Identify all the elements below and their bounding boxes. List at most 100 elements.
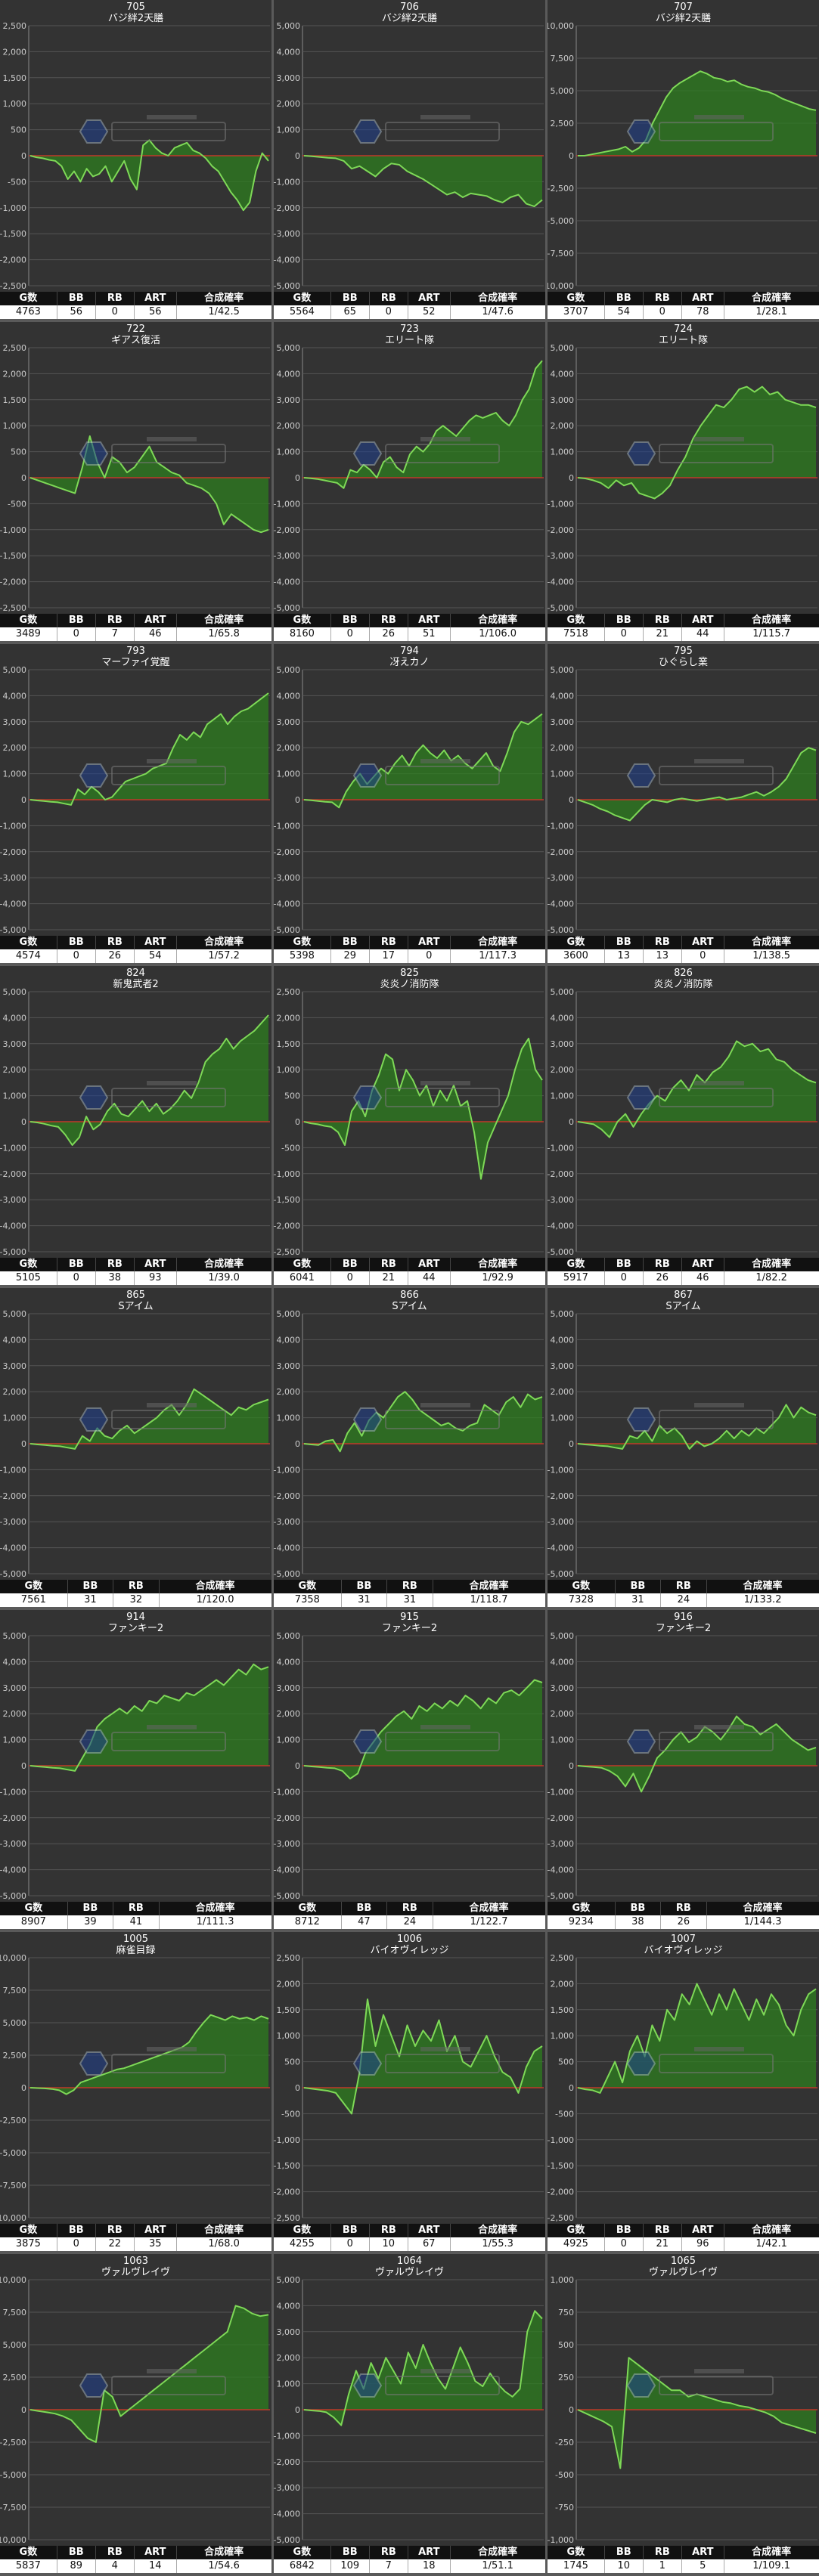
y-tick-label: 500 — [11, 125, 26, 135]
stats-header-art: ART — [408, 2224, 451, 2237]
watermark-text-shape — [659, 2054, 774, 2073]
watermark-small-text-shape — [420, 2369, 470, 2373]
watermark-text-shape — [659, 1410, 774, 1429]
stats-header-rb: RB — [386, 1902, 433, 1915]
watermark-small-text-shape — [694, 437, 744, 441]
watermark-hex-shape — [352, 2051, 383, 2076]
stats-header-g: G数 — [0, 1580, 68, 1593]
chart-subtitle: バジ絆2天膳 — [656, 12, 711, 24]
series-line — [303, 2310, 543, 2426]
stats-value-g: 3489 — [0, 627, 57, 641]
watermark-logo — [352, 1081, 500, 1110]
stats-value-rb: 31 — [386, 1593, 433, 1607]
stats-header-bb: BB — [57, 2546, 96, 2559]
y-tick-label: -2,000 — [274, 1813, 300, 1823]
watermark-hex-shape — [626, 2051, 656, 2076]
stats-table: G数 BB RB 合成確率 8907 39 41 1/111.3 — [0, 1902, 271, 1929]
chart-title: 706 — [400, 2, 419, 13]
stats-header-rb: RB — [660, 1902, 707, 1915]
stats-table: G数 BB RB ART 合成確率 7518 0 21 44 1/115.7 — [548, 614, 819, 641]
stats-value-rate: 1/133.2 — [706, 1593, 819, 1607]
watermark-small-text-shape — [694, 759, 744, 763]
stats-value-row: 4574 0 26 54 1/57.2 — [0, 949, 271, 963]
stats-table: G数 BB RB ART 合成確率 6041 0 21 44 1/92.9 — [274, 1258, 545, 1285]
stats-header-g: G数 — [548, 614, 605, 627]
stats-value-bb: 54 — [604, 305, 644, 319]
y-tick-label: -2,500 — [548, 2213, 574, 2222]
stats-value-rate: 1/120.0 — [159, 1593, 271, 1607]
y-tick-label: 2,500 — [551, 119, 575, 128]
y-tick-label: -3,000 — [548, 873, 574, 883]
stats-value-art: 0 — [681, 949, 724, 963]
series-area — [578, 71, 816, 156]
y-tick-label: 2,000 — [277, 99, 301, 109]
y-tick-label: 5,000 — [3, 2340, 27, 2350]
y-tick-label: -1,000 — [0, 525, 26, 535]
stats-value-rb: 7 — [95, 627, 135, 641]
y-tick-label: 500 — [11, 447, 26, 457]
stats-header-rate: 合成確率 — [450, 614, 545, 627]
stats-value-g: 9234 — [548, 1915, 616, 1929]
stats-table: G数 BB RB ART 合成確率 4925 0 21 96 1/42.1 — [548, 2224, 819, 2251]
y-tick-label: 3,000 — [277, 2327, 301, 2337]
chart-title: 722 — [126, 324, 145, 335]
stats-value-g: 3600 — [548, 949, 605, 963]
stats-header-g: G数 — [0, 936, 57, 949]
series-line — [577, 747, 817, 822]
y-tick-label: -1,000 — [0, 1787, 26, 1797]
y-tick-label: 0 — [569, 1439, 574, 1449]
chart-subtitle: Sアイム — [392, 1301, 427, 1312]
y-tick-label: 5,000 — [551, 86, 575, 96]
series-area — [30, 140, 268, 211]
y-tick-label: 0 — [21, 1117, 26, 1127]
stats-header-art: ART — [681, 614, 724, 627]
y-tick-label: 500 — [558, 2340, 574, 2350]
stats-value-rb: 13 — [643, 949, 682, 963]
y-tick-label: -1,000 — [0, 1143, 26, 1153]
stats-value-bb: 0 — [57, 627, 96, 641]
chart-subtitle: ひぐらし業 — [659, 656, 708, 668]
stats-value-rate: 1/118.7 — [433, 1593, 545, 1607]
stats-value-rate: 1/106.0 — [450, 627, 545, 641]
y-tick-label: 1,000 — [277, 125, 301, 135]
chart-title: 867 — [674, 1290, 693, 1301]
y-tick-label: -10,000 — [0, 2535, 26, 2544]
watermark-small-text-shape — [420, 1081, 470, 1085]
y-tick-label: -2,000 — [548, 1813, 574, 1823]
watermark-hex-shape — [626, 763, 656, 788]
stats-header-g: G数 — [548, 936, 605, 949]
stats-header-art: ART — [134, 1258, 177, 1271]
stats-value-row: 4925 0 21 96 1/42.1 — [548, 2237, 819, 2251]
stats-value-rate: 1/65.8 — [176, 627, 271, 641]
stats-header-row: G数 BB RB ART 合成確率 — [274, 936, 545, 949]
stats-header-bb: BB — [330, 614, 370, 627]
stats-header-g: G数 — [0, 614, 57, 627]
stats-value-g: 5564 — [274, 305, 331, 319]
stats-header-g: G数 — [548, 2224, 605, 2237]
stats-value-rate: 1/54.6 — [176, 2559, 271, 2573]
y-tick-label: 1,500 — [277, 2005, 301, 2015]
y-tick-label: 1,000 — [277, 1065, 301, 1075]
stats-value-g: 3875 — [0, 2237, 57, 2251]
stats-value-g: 5917 — [548, 1271, 605, 1285]
stats-value-bb: 0 — [604, 2237, 644, 2251]
y-tick-label: -2,500 — [274, 1247, 300, 1256]
chart-title: 1006 — [397, 1934, 422, 1945]
watermark-small-text-shape — [147, 1081, 197, 1085]
series-line — [578, 70, 817, 156]
y-tick-label: 1,000 — [3, 1735, 27, 1745]
series-line — [577, 1040, 817, 1138]
stats-header-rate: 合成確率 — [450, 292, 545, 305]
y-tick-label: 10,000 — [0, 2275, 26, 2285]
y-tick-label: 0 — [295, 1761, 300, 1771]
chart-title: 1007 — [671, 1934, 696, 1945]
stats-header-rb: RB — [95, 1258, 135, 1271]
series-area — [578, 1404, 816, 1449]
y-tick-label: -5,000 — [0, 1247, 26, 1256]
y-tick-label: 2,000 — [277, 1979, 301, 1989]
chart-title: 914 — [126, 1612, 145, 1623]
